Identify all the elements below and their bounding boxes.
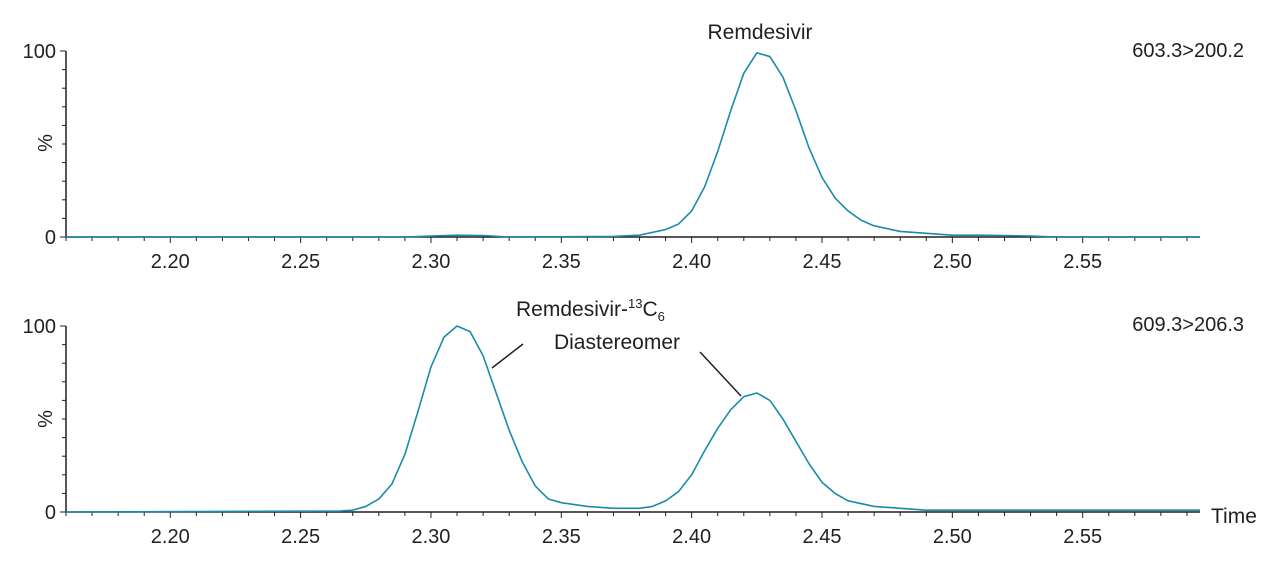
panel2-x-tick-label: 2.40 (672, 526, 711, 548)
panel1-x-tick-label: 2.50 (933, 251, 972, 273)
annotation-remdesivir-13c6: Remdesivir-13C6 (516, 296, 665, 324)
panel2-x-tick-label: 2.25 (281, 526, 320, 548)
panel2-x-tick-label: 2.35 (542, 526, 581, 548)
annotation-leader-diastereomer (699, 351, 742, 397)
panel2-x-tick-label: 2.50 (933, 526, 972, 548)
panel2-y-axis-label: % (35, 410, 57, 428)
panel1-x-tick-label: 2.25 (281, 251, 320, 273)
plot-layer: 2.20 2.25 2.30 2.35 2.40 2.45 2.50 2.55 0 100 2.20… (23, 41, 1200, 548)
panel2-transition-label: 609.3>206.3 (1132, 314, 1244, 336)
panel1-transition-label: 603.3>200.2 (1132, 40, 1244, 62)
annotation-leader-remdesivir-13c6 (491, 343, 524, 369)
panel2-x-tick-label: 2.20 (151, 526, 190, 548)
panel1-x-tick-label: 2.30 (411, 251, 450, 273)
panel2-y-tick-label: 100 (23, 316, 56, 338)
annotation-diastereomer: Diastereomer (554, 331, 680, 354)
panel1-y-tick-label: 100 (23, 41, 56, 63)
panel2-x-tick-label: 2.55 (1063, 526, 1102, 548)
annotation-remdesivir-13c6-superscript: 13 (628, 296, 642, 311)
annotation-remdesivir-13c6-base: Remdesivir- (516, 298, 628, 321)
panel1-x-tick-label: 2.35 (542, 251, 581, 273)
panel2-x-axis-label-time: Time (1211, 505, 1257, 528)
panel1-title-remdesivir: Remdesivir (707, 21, 812, 44)
panel2-x-tick-label: 2.30 (411, 526, 450, 548)
panel2-x-tick-label: 2.45 (803, 526, 842, 548)
panel1-x-tick-label: 2.55 (1063, 251, 1102, 273)
panel2-y-tick-label: 0 (45, 502, 56, 524)
panel1-y-tick-label: 0 (45, 227, 56, 249)
panel1-chromatogram-trace (66, 52, 1200, 238)
panel2-chromatogram-trace (65, 325, 1200, 513)
panel1-y-axis-label: % (35, 134, 57, 152)
panel1-x-tick-label: 2.45 (803, 251, 842, 273)
panel1-x-tick-label: 2.20 (151, 251, 190, 273)
annotation-remdesivir-13c6-subscript: 6 (658, 309, 665, 324)
panel1-x-tick-label: 2.40 (672, 251, 711, 273)
annotation-remdesivir-13c6-element: C (642, 298, 657, 321)
